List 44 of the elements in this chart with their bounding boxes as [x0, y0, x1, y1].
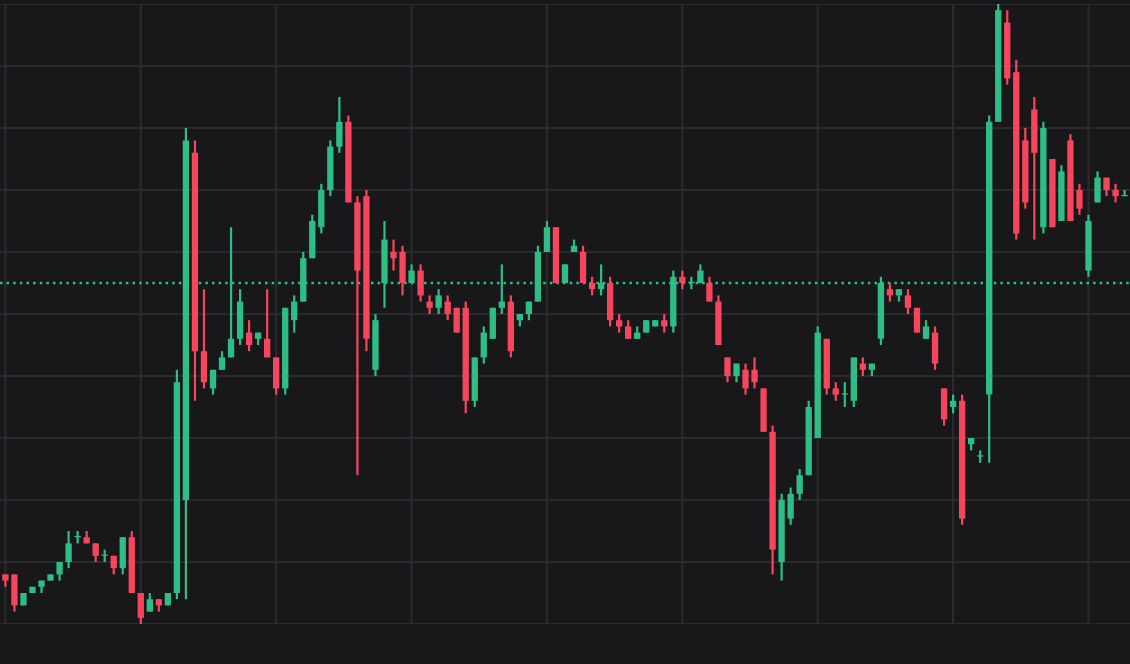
candlestick: [706, 275, 713, 303]
candlestick: [606, 275, 614, 328]
candlestick: [949, 393, 957, 415]
candlestick: [679, 269, 686, 291]
candlestick: [273, 356, 280, 396]
candlestick: [760, 387, 767, 433]
candlestick: [1094, 170, 1101, 204]
candlestick: [913, 306, 921, 334]
candlestick: [218, 350, 226, 371]
candlestick: [471, 356, 478, 409]
candlestick: [886, 281, 894, 303]
candlestick: [922, 319, 930, 340]
candlestick: [615, 312, 623, 334]
candlestick: [200, 288, 208, 390]
candlestick: [724, 356, 731, 384]
candlestick: [715, 294, 722, 347]
candlestick: [940, 387, 948, 427]
candlestick: [56, 560, 63, 582]
candlestick: [336, 95, 343, 154]
candlestick: [417, 263, 424, 303]
candlestick: [796, 467, 803, 502]
candlestick: [137, 591, 144, 624]
candlestick: [435, 288, 442, 316]
candlestick: [859, 356, 866, 378]
candlestick: [832, 381, 839, 402]
candlestick: [588, 275, 596, 297]
candlestick: [327, 139, 334, 198]
candlestick: [146, 591, 153, 613]
candlestick: [119, 536, 126, 576]
candlestick: [625, 319, 632, 340]
candlestick: [904, 288, 912, 316]
candlestick: [245, 319, 253, 353]
candlestick: [1112, 182, 1119, 204]
candlestick: [92, 542, 99, 564]
candlestick: [426, 294, 433, 316]
candlestick: [543, 219, 551, 254]
candlestick: [65, 529, 72, 570]
candlestick: [850, 356, 857, 409]
candlestick: [579, 244, 587, 285]
candlestick: [661, 312, 668, 334]
candlestick: [209, 368, 217, 396]
candlestick: [236, 288, 244, 347]
candlestick: [931, 325, 939, 371]
candlestick: [264, 288, 271, 359]
